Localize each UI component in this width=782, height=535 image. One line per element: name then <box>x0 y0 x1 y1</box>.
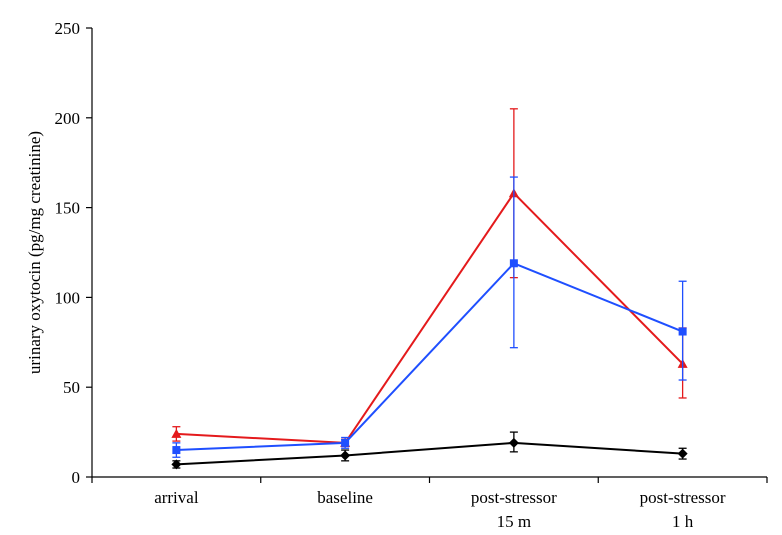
data-point-diamond <box>340 450 351 461</box>
x-tick-label: post-stressor <box>471 488 557 507</box>
y-tick-label: 200 <box>55 109 81 128</box>
data-point-triangle <box>171 428 182 438</box>
y-tick-label: 0 <box>72 468 81 487</box>
y-tick-label: 250 <box>55 19 81 38</box>
x-tick-label: 1 h <box>672 512 694 531</box>
y-tick-label: 150 <box>55 199 81 218</box>
data-point-square <box>341 438 350 447</box>
data-point-diamond <box>677 448 688 459</box>
x-tick-label: post-stressor <box>640 488 726 507</box>
x-tick-label: arrival <box>154 488 199 507</box>
data-point-square <box>172 446 181 455</box>
y-tick-label: 50 <box>63 378 80 397</box>
y-axis-title: urinary oxytocin (pg/mg creatinine) <box>25 131 44 374</box>
data-point-diamond <box>171 459 182 470</box>
data-point-square <box>509 259 518 268</box>
series-line <box>176 441 683 466</box>
series-line <box>176 191 684 444</box>
x-tick-label: 15 m <box>497 512 531 531</box>
x-tick-label: baseline <box>317 488 373 507</box>
y-tick-label: 100 <box>55 288 81 307</box>
data-point-square <box>678 327 687 336</box>
series-line <box>176 262 683 452</box>
data-point-diamond <box>508 437 519 448</box>
